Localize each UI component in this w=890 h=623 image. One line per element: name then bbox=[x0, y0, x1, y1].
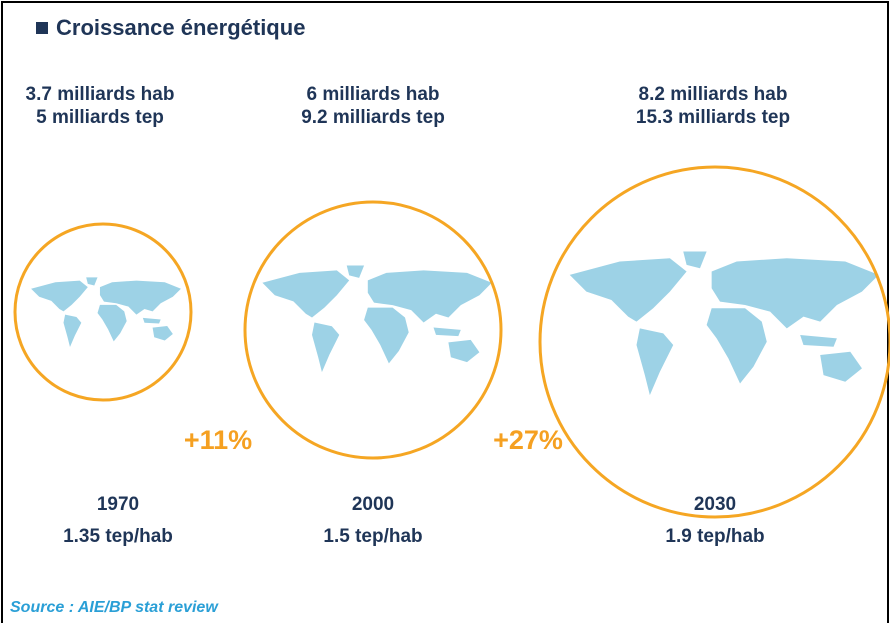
circle bbox=[243, 200, 503, 460]
group-2030: 8.2 milliards hab 15.3 milliards tep 203… bbox=[538, 84, 890, 547]
source: Source : AIE/BP stat review bbox=[10, 599, 219, 616]
circle bbox=[13, 222, 193, 402]
year: 2000 bbox=[352, 494, 394, 515]
title-bullet bbox=[36, 22, 48, 34]
energy: 5 milliards tep bbox=[36, 107, 164, 128]
population: 3.7 milliards hab bbox=[26, 84, 175, 105]
group-1970: 3.7 milliards hab 5 milliards tep 1970 1… bbox=[13, 84, 193, 547]
circle bbox=[538, 165, 890, 519]
population: 8.2 milliards hab bbox=[639, 84, 788, 105]
year: 1970 bbox=[97, 494, 139, 515]
growth-label: +11% bbox=[184, 425, 252, 455]
per-capita: 1.35 tep/hab bbox=[63, 526, 173, 547]
world-map bbox=[262, 265, 492, 373]
year: 2030 bbox=[694, 494, 736, 515]
group-2000: 6 milliards hab 9.2 milliards tep 2000 1… bbox=[243, 84, 503, 547]
growth-label: +27% bbox=[493, 425, 563, 455]
world-map bbox=[569, 251, 879, 396]
population: 6 milliards hab bbox=[306, 84, 439, 105]
per-capita: 1.9 tep/hab bbox=[665, 526, 764, 547]
energy: 9.2 milliards tep bbox=[301, 107, 445, 128]
world-map bbox=[31, 277, 181, 348]
title: Croissance énergétique bbox=[56, 15, 305, 40]
per-capita: 1.5 tep/hab bbox=[323, 526, 422, 547]
energy: 15.3 milliards tep bbox=[636, 107, 790, 128]
